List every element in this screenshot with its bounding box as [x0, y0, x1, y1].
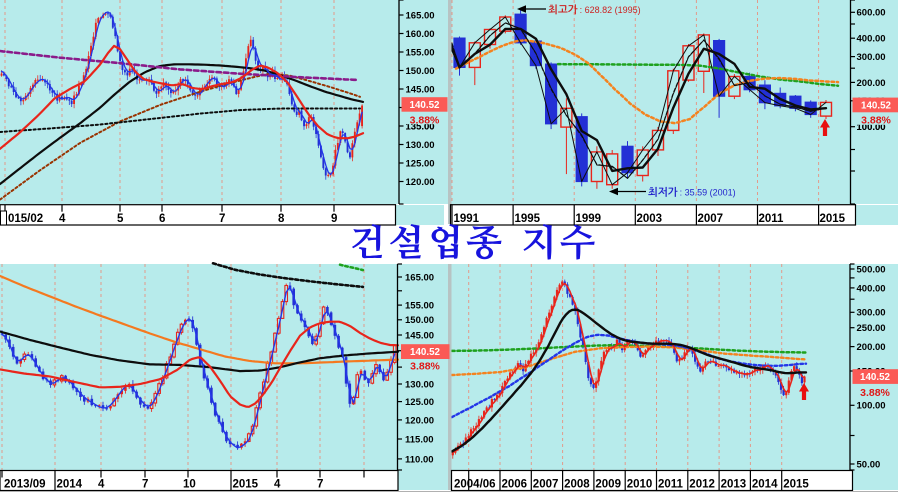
- svg-text:250.00: 250.00: [857, 323, 886, 334]
- svg-text:2015: 2015: [233, 479, 259, 491]
- svg-text:125.00: 125.00: [406, 158, 435, 169]
- svg-text:2009: 2009: [595, 479, 621, 491]
- svg-text:3.88%: 3.88%: [410, 361, 440, 373]
- svg-text:10: 10: [183, 479, 196, 491]
- svg-text:015/02: 015/02: [8, 213, 43, 225]
- svg-text:2007: 2007: [533, 479, 559, 491]
- svg-text:140.52: 140.52: [861, 101, 892, 112]
- svg-text:120.00: 120.00: [406, 177, 435, 188]
- svg-text:1999: 1999: [576, 213, 602, 225]
- svg-text:4: 4: [59, 213, 66, 225]
- svg-text:50.00: 50.00: [857, 459, 881, 470]
- svg-text:130.00: 130.00: [405, 379, 434, 390]
- svg-text:7: 7: [317, 479, 323, 491]
- svg-text:2008: 2008: [564, 479, 590, 491]
- svg-text:1995: 1995: [515, 213, 541, 225]
- svg-text:3.88%: 3.88%: [860, 387, 890, 399]
- svg-text:165.00: 165.00: [405, 272, 434, 283]
- svg-text:8: 8: [278, 213, 285, 225]
- svg-text:7: 7: [142, 479, 148, 491]
- svg-text:: 35.59 (2001): : 35.59 (2001): [680, 188, 736, 198]
- svg-text:160.00: 160.00: [406, 29, 435, 40]
- svg-text:2012: 2012: [689, 479, 715, 491]
- svg-text:2014: 2014: [752, 479, 778, 491]
- svg-text:115.00: 115.00: [405, 434, 434, 445]
- svg-text:2006: 2006: [502, 479, 528, 491]
- svg-text:2011: 2011: [658, 479, 684, 491]
- svg-text:145.00: 145.00: [405, 330, 434, 341]
- svg-text:3.88%: 3.88%: [861, 114, 891, 126]
- svg-text:125.00: 125.00: [405, 397, 434, 408]
- svg-text:120.00: 120.00: [405, 415, 434, 426]
- svg-text:: 628.82 (1995): : 628.82 (1995): [580, 5, 641, 15]
- svg-text:155.00: 155.00: [405, 301, 434, 312]
- svg-text:200.00: 200.00: [857, 78, 886, 89]
- svg-text:110.00: 110.00: [405, 454, 434, 465]
- svg-text:100.00: 100.00: [857, 401, 886, 412]
- svg-text:1991: 1991: [454, 213, 480, 225]
- svg-text:9: 9: [331, 213, 337, 225]
- svg-text:155.00: 155.00: [406, 47, 435, 58]
- svg-text:2015: 2015: [783, 479, 809, 491]
- svg-text:2004/06: 2004/06: [454, 479, 496, 491]
- svg-text:2010: 2010: [627, 479, 653, 491]
- svg-text:2015: 2015: [820, 213, 846, 225]
- svg-text:2014: 2014: [57, 479, 83, 491]
- svg-text:200.00: 200.00: [857, 342, 886, 353]
- svg-text:300.00: 300.00: [857, 308, 886, 319]
- svg-text:500.00: 500.00: [857, 264, 886, 275]
- svg-text:150.00: 150.00: [405, 315, 434, 326]
- svg-text:400.00: 400.00: [857, 34, 886, 45]
- svg-text:140.52: 140.52: [410, 100, 441, 111]
- svg-text:2011: 2011: [759, 213, 785, 225]
- svg-text:6: 6: [159, 213, 165, 225]
- svg-text:145.00: 145.00: [406, 84, 435, 95]
- svg-text:140.52: 140.52: [860, 372, 891, 383]
- svg-text:2013: 2013: [721, 479, 747, 491]
- svg-text:130.00: 130.00: [406, 140, 435, 151]
- svg-text:400.00: 400.00: [857, 283, 886, 294]
- svg-text:4: 4: [274, 479, 281, 491]
- svg-text:7: 7: [219, 213, 225, 225]
- svg-text:140.52: 140.52: [410, 347, 441, 358]
- svg-text:2013/09: 2013/09: [4, 479, 46, 491]
- svg-text:600.00: 600.00: [857, 8, 886, 19]
- svg-text:3.88%: 3.88%: [410, 114, 440, 126]
- svg-text:5: 5: [117, 213, 124, 225]
- svg-text:165.00: 165.00: [406, 10, 435, 21]
- svg-text:2007: 2007: [698, 213, 724, 225]
- svg-text:4: 4: [98, 479, 105, 491]
- svg-text:150.00: 150.00: [406, 66, 435, 77]
- svg-text:2003: 2003: [637, 213, 663, 225]
- svg-text:300.00: 300.00: [857, 52, 886, 63]
